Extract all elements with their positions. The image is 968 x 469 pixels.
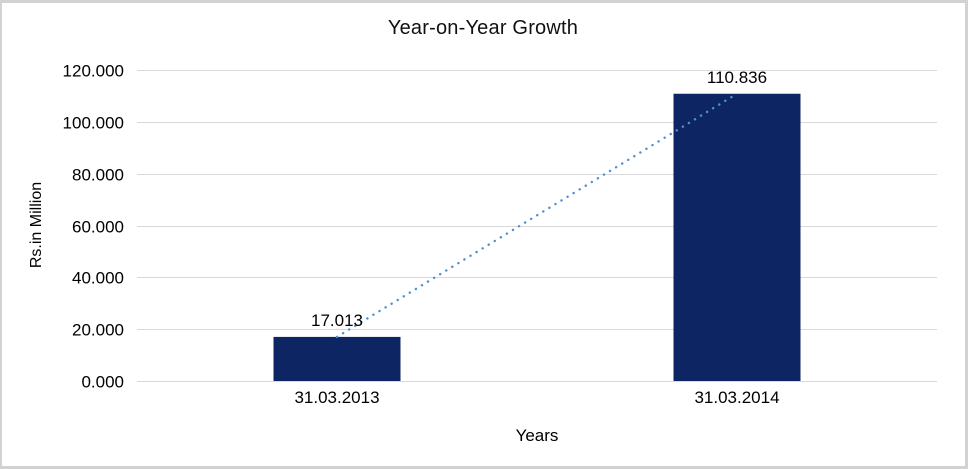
x-category-label: 31.03.2014: [694, 388, 779, 407]
y-tick-label: 120.000: [63, 62, 124, 81]
chart-title: Year-on-Year Growth: [387, 17, 579, 39]
y-tick-label: 80.000: [72, 166, 124, 185]
y-tick-label: 0.000: [81, 373, 124, 392]
bar: [273, 336, 401, 381]
y-tick-label: 20.000: [72, 321, 124, 340]
y-tick-label: 60.000: [72, 218, 124, 237]
x-category-label: 31.03.2013: [294, 388, 379, 407]
bar-value-label: 110.836: [707, 68, 767, 87]
bar: [673, 93, 801, 381]
trendline: [335, 92, 739, 339]
y-tick-label: 100.000: [63, 114, 124, 133]
plot-area: 0.000 20.000 40.000 60.000 80.000 100.000 120.…: [63, 62, 937, 407]
y-tick-label: 40.000: [72, 269, 124, 288]
bar-value-label: 17.013: [311, 311, 363, 330]
x-axis-title: Years: [515, 426, 559, 445]
